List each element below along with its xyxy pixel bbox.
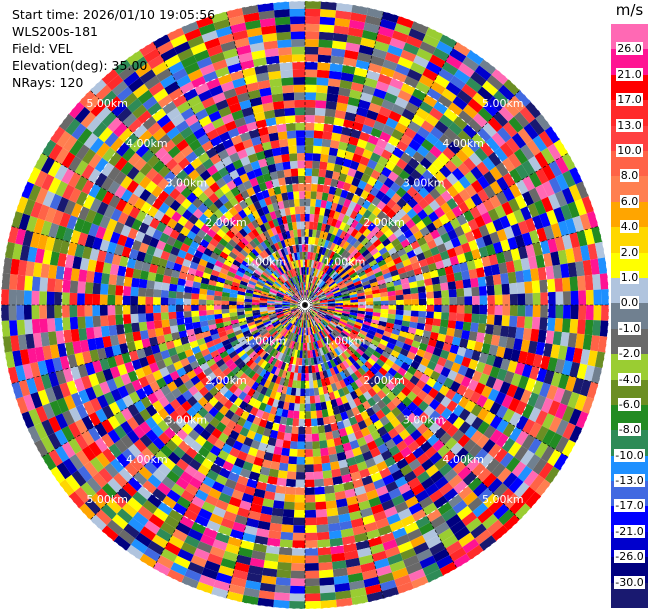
- range-ring-label: 1.00km: [324, 335, 366, 348]
- colorbar-tick-label: -1.0: [617, 321, 642, 335]
- range-ring-label: 4.00km: [126, 453, 168, 466]
- range-ring-label: 5.00km: [482, 97, 524, 110]
- colorbar-tick-label: 0.0: [619, 296, 640, 310]
- colorbar-tick-label: -4.0: [617, 372, 642, 386]
- velocity-sectors: [1, 1, 609, 609]
- range-ring-label: 2.00km: [205, 374, 247, 387]
- range-ring-label: 3.00km: [403, 414, 445, 427]
- colorbar-tick-label: 4.0: [619, 220, 640, 234]
- instrument-name: WLS200s-181: [12, 24, 98, 39]
- colorbar-tick-label: 8.0: [619, 169, 640, 183]
- colorbar-tick-label: -2.0: [617, 347, 642, 361]
- colorbar-tick-label: 10.0: [616, 144, 643, 157]
- colorbar-tick-label: 21.0: [616, 67, 643, 81]
- range-ring-label: 3.00km: [166, 414, 208, 427]
- scan-info: Start time: 2026/01/10 19:05:56 WLS200s-…: [12, 6, 215, 91]
- range-ring-label: 2.00km: [363, 216, 405, 229]
- range-ring-label: 4.00km: [442, 137, 484, 150]
- colorbar-tick-label: -30.0: [614, 575, 645, 589]
- range-rings: [0, 0, 610, 610]
- range-ring-label: 5.00km: [482, 493, 524, 506]
- colorbar-scale: 26.0 21.0 17.0 13.0 10.0 8.0 6.0 4.0 2.0 1.0 0.0 -1…: [611, 24, 648, 609]
- range-ring-label: 1.00km: [324, 255, 366, 268]
- start-time: Start time: 2026/01/10 19:05:56: [12, 7, 216, 22]
- range-ring-label: 1.00km: [245, 255, 287, 268]
- colorbar-tick-label: -26.0: [614, 550, 645, 564]
- nrays: NRays: 120: [12, 75, 84, 90]
- range-ring-label: 2.00km: [363, 374, 405, 387]
- colorbar-tick-label: -13.0: [614, 474, 645, 487]
- elevation: Elevation(deg): 35.00: [12, 58, 148, 73]
- range-ring-label: 3.00km: [403, 176, 445, 189]
- range-ring-label: 4.00km: [126, 137, 168, 150]
- colorbar-tick-label: 6.0: [619, 194, 640, 208]
- colorbar-tick-label: -10.0: [614, 448, 645, 462]
- colorbar-tick-label: -21.0: [614, 524, 645, 538]
- colorbar-tick-label: 1.0: [619, 270, 640, 284]
- field-name: Field: VEL: [12, 41, 73, 56]
- colorbar: m/s 26.0 21.0 17.0 13.0 10.0 8.0 6.0 4.0 2.0 1.0 0…: [611, 0, 650, 610]
- range-ring-labels: 1.00km 1.00km 1.00km 1.00km 2.00km 2.00km 2.00…: [86, 97, 523, 506]
- colorbar-tick-label: -8.0: [617, 423, 642, 437]
- colorbar-tick-label: 2.0: [619, 245, 640, 259]
- colorbar-tick-label: -6.0: [617, 397, 642, 411]
- radial-spokes: [1, 1, 609, 609]
- range-ring-label: 2.00km: [205, 216, 247, 229]
- colorbar-unit: m/s: [615, 1, 644, 19]
- range-ring-label: 5.00km: [86, 493, 128, 506]
- range-ring-label: 3.00km: [166, 176, 208, 189]
- colorbar-tick-label: -17.0: [614, 499, 645, 513]
- range-ring-label: 5.00km: [86, 97, 128, 110]
- ppi-scan-plot: 1.00km 1.00km 1.00km 1.00km 2.00km 2.00km 2.00…: [0, 0, 610, 610]
- colorbar-tick-label: 26.0: [616, 42, 643, 56]
- colorbar-tick-label: 13.0: [616, 118, 643, 132]
- range-ring-label: 1.00km: [245, 335, 287, 348]
- colorbar-tick-label: 17.0: [616, 93, 643, 107]
- range-ring-label: 4.00km: [442, 453, 484, 466]
